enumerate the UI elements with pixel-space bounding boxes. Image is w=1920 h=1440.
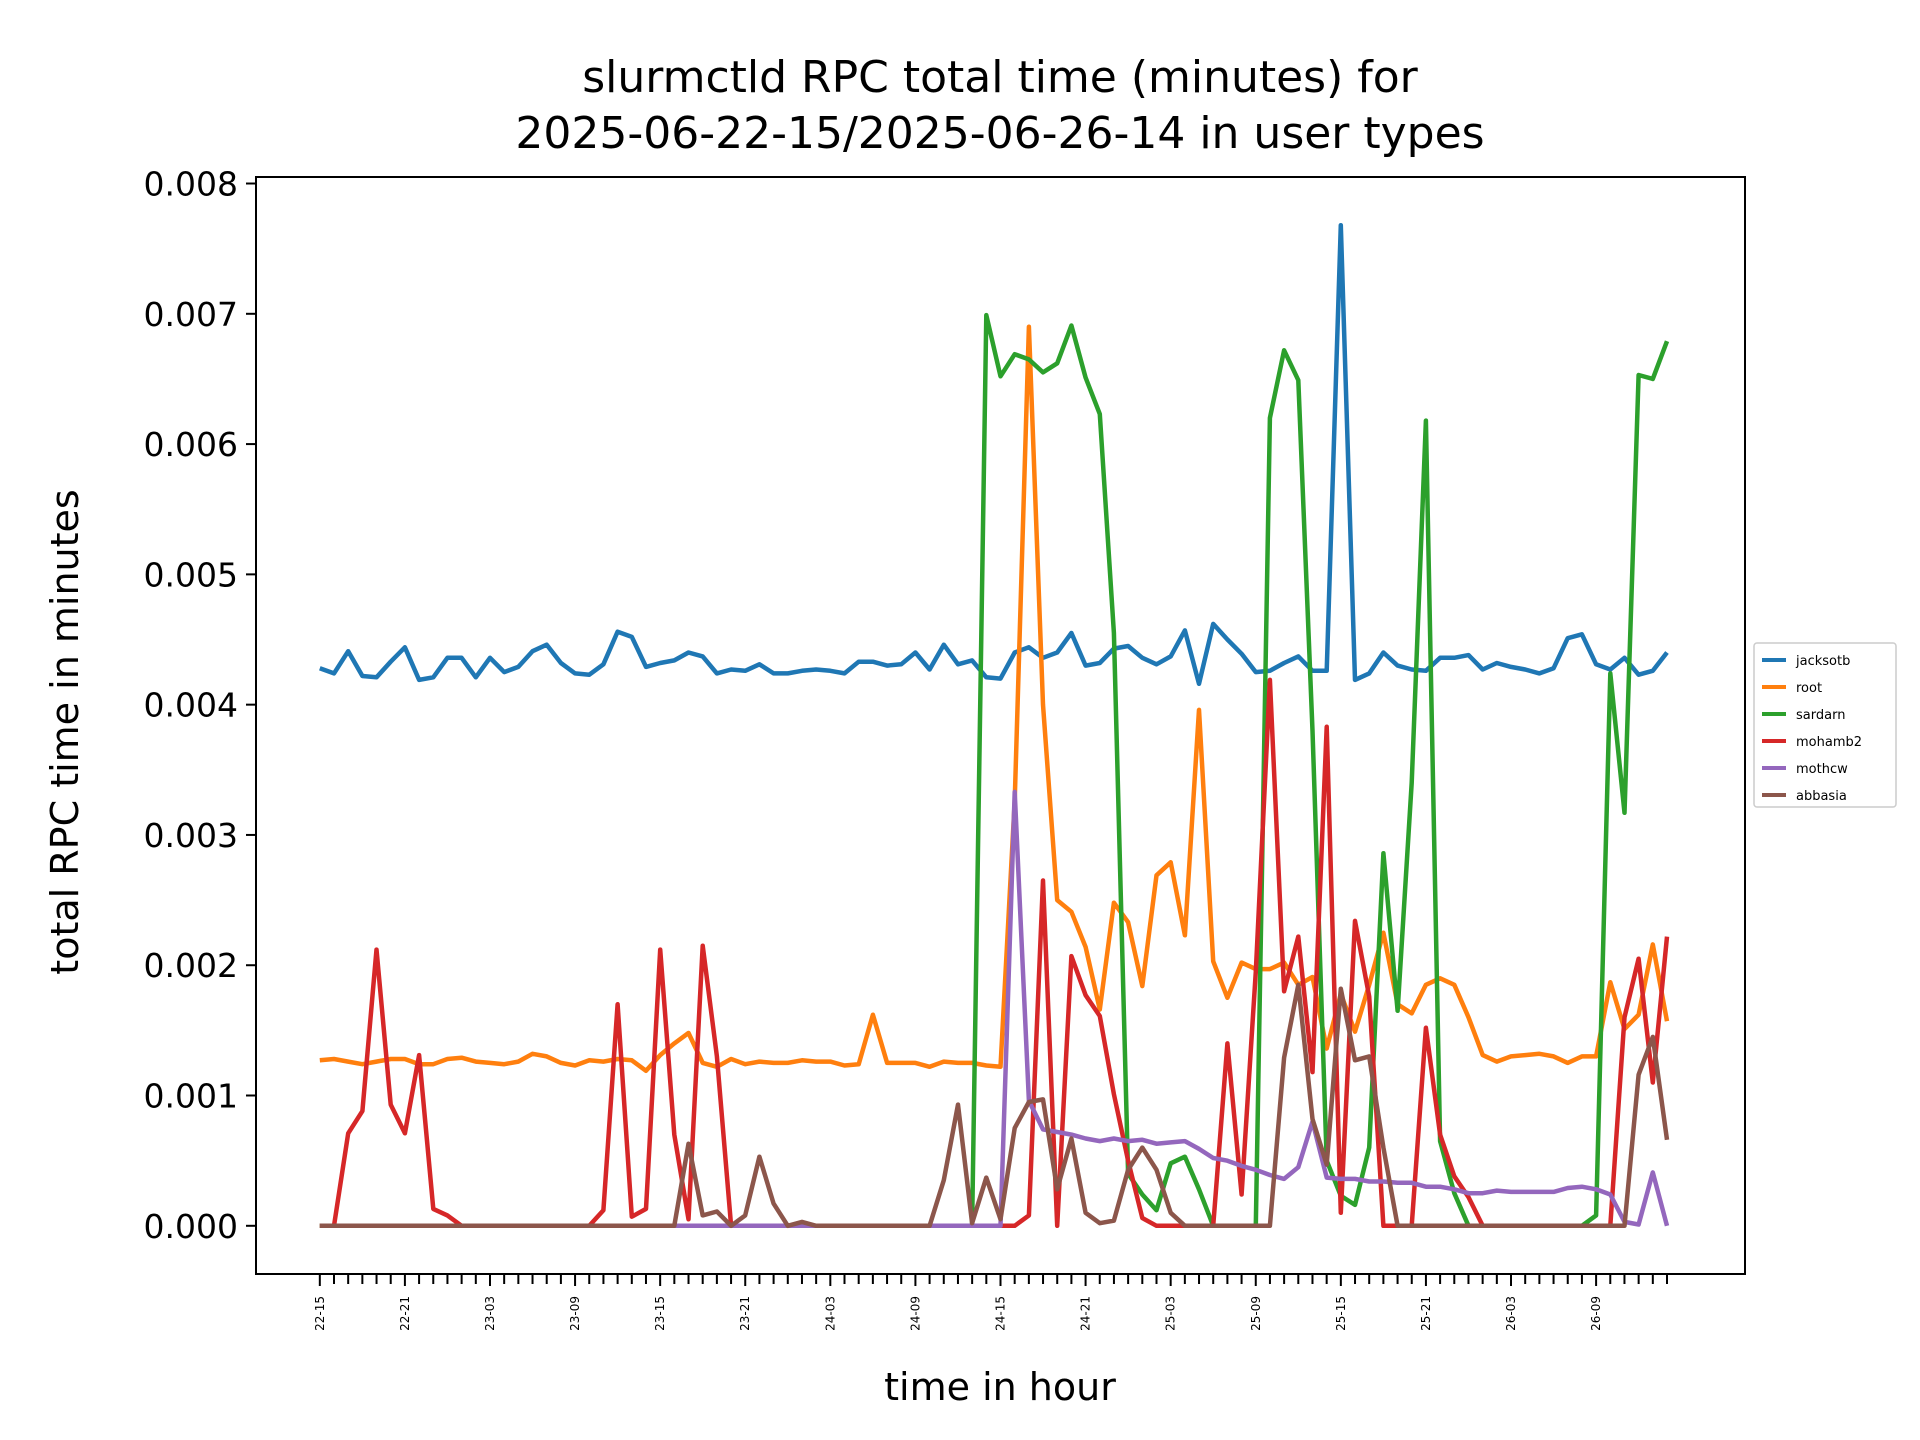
legend-label-abbasia: abbasia — [1796, 789, 1847, 804]
legend-label-mohamb2: mohamb2 — [1796, 735, 1862, 750]
chart-title-line-2: 2025-06-22-15/2025-06-26-14 in user type… — [515, 108, 1484, 159]
y-tick-label: 0.004 — [144, 686, 238, 725]
x-tick-label: 22-21 — [398, 1296, 412, 1331]
y-tick-label: 0.003 — [144, 816, 238, 855]
series-line-jacksotb — [319, 222, 1669, 687]
x-axis-label: time in hour — [884, 1365, 1116, 1409]
x-tick-label: 22-15 — [313, 1296, 327, 1331]
legend-label-mothcw: mothcw — [1796, 762, 1848, 777]
x-tick-label: 25-03 — [1164, 1296, 1178, 1331]
y-tick-label: 0.002 — [144, 946, 238, 985]
x-tick-label: 24-03 — [823, 1296, 837, 1331]
x-tick-label: 24-21 — [1079, 1296, 1093, 1331]
x-tick-label: 24-15 — [994, 1296, 1008, 1331]
x-tick-label: 25-09 — [1249, 1296, 1263, 1331]
x-tick-label: 26-03 — [1504, 1296, 1518, 1331]
series-line-abbasia — [319, 982, 1670, 1229]
y-tick-label: 0.008 — [144, 165, 238, 204]
y-tick-label: 0.000 — [144, 1207, 238, 1246]
chart-title-line-1: slurmctld RPC total time (minutes) for — [582, 52, 1418, 103]
x-tick-label: 23-03 — [483, 1296, 497, 1331]
x-tick-label: 23-09 — [568, 1296, 582, 1331]
x-tick-label: 24-09 — [908, 1296, 922, 1331]
legend: jacksotb root sardarn mohamb2 mothcw abbasia — [1753, 642, 1897, 808]
legend-label-sardarn: sardarn — [1796, 708, 1845, 723]
plot-area: 0.000 0.001 0.002 0.003 0.004 0.005 0.006 0.007… — [144, 165, 1746, 1331]
y-axis-label: total RPC time in minutes — [43, 489, 87, 974]
legend-label-root: root — [1796, 681, 1822, 696]
y-tick-label: 0.007 — [144, 295, 238, 334]
series-line-root — [319, 324, 1670, 1074]
y-tick-label: 0.001 — [144, 1077, 238, 1116]
legend-label-jacksotb: jacksotb — [1795, 654, 1850, 669]
x-tick-label: 25-15 — [1334, 1296, 1348, 1331]
x-tick-label: 23-21 — [738, 1296, 752, 1331]
y-tick-label: 0.006 — [144, 425, 238, 464]
legend-box — [1753, 642, 1897, 808]
y-tick-label: 0.005 — [144, 555, 238, 594]
x-tick-label: 26-09 — [1589, 1296, 1603, 1331]
x-tick-label: 25-21 — [1419, 1296, 1433, 1331]
x-tick-label: 23-15 — [653, 1296, 667, 1331]
